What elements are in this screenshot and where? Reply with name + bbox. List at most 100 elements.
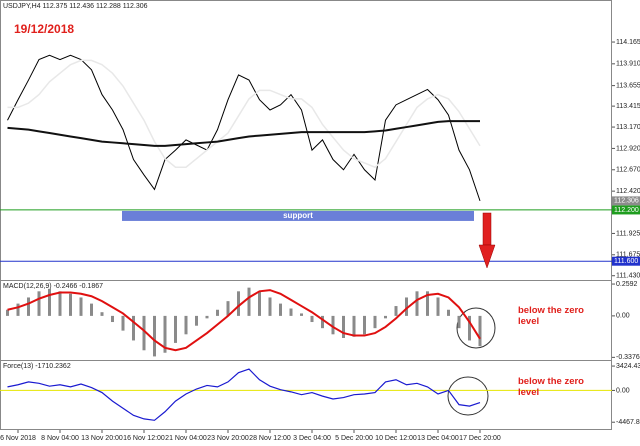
series-line (7, 54, 481, 202)
level-tag (612, 196, 640, 206)
series-line (7, 289, 481, 352)
x-tick-label: 21 Nov 04:00 (165, 435, 207, 442)
y-tick-label: 113.415 (616, 103, 640, 110)
annotation: below the zero level (518, 305, 584, 327)
level-tag (612, 256, 640, 266)
histogram-bar (300, 313, 303, 316)
histogram-bar (321, 315, 324, 329)
y-tick-label: 3424.434 (616, 363, 640, 370)
level-label: 112.306 (614, 198, 639, 205)
histogram-bar (384, 315, 387, 319)
histogram-bar (436, 297, 440, 316)
y-tick-label: 113.910 (616, 61, 640, 68)
y-tick-label: 0.00 (616, 313, 630, 320)
histogram-bar (268, 297, 272, 316)
x-tick-label: 6 Nov 2018 (0, 435, 36, 442)
histogram-bar (247, 287, 251, 316)
level-label: 111.600 (614, 258, 638, 265)
level-tag (612, 205, 640, 215)
x-tick-label: 16 Nov 12:00 (123, 435, 165, 442)
y-tick-label: 111.430 (616, 273, 640, 280)
y-tick-label: 112.670 (616, 167, 640, 174)
y-tick-label: -0.3376 (616, 354, 640, 361)
support-zone (122, 210, 474, 221)
histogram-bar (216, 309, 219, 316)
histogram-bar (426, 291, 429, 316)
histogram-bar (58, 291, 62, 316)
y-tick-label: 112.920 (616, 145, 640, 152)
chart-title: USDJPY,H4 112.375 112.436 112.288 112.30… (3, 3, 148, 10)
histogram-bar (373, 315, 377, 329)
histogram-bar (405, 297, 408, 316)
histogram-bar (415, 291, 419, 316)
x-tick-label: 5 Dec 20:00 (335, 435, 373, 442)
series-line (7, 59, 481, 169)
histogram-bar (142, 315, 146, 351)
histogram-bar (111, 315, 114, 323)
histogram-bar (279, 303, 282, 316)
histogram-bar (447, 309, 450, 316)
x-tick-label: 17 Dec 20:00 (459, 435, 501, 442)
x-tick-label: 28 Nov 12:00 (249, 435, 291, 442)
histogram-bar (195, 315, 198, 326)
histogram-bar (226, 301, 230, 316)
histogram-bar (184, 315, 188, 335)
y-tick-label: 0.2592 (616, 281, 638, 288)
down-arrow (478, 212, 496, 269)
histogram-bar (258, 291, 261, 316)
panel-title: MACD(12,26,9) -0.2466 -0.1867 (3, 283, 103, 290)
histogram-bar (37, 291, 41, 316)
histogram-bar (468, 315, 471, 341)
histogram-bar (153, 315, 156, 357)
x-tick-label: 3 Dec 04:00 (293, 435, 331, 442)
x-tick-label: 13 Nov 20:00 (81, 435, 123, 442)
histogram-bar (363, 315, 366, 335)
x-tick-label: 8 Nov 04:00 (41, 435, 79, 442)
frame (0, 0, 612, 430)
histogram-bar (90, 303, 93, 316)
histogram-bar (132, 315, 135, 341)
histogram-bar (478, 315, 482, 347)
histogram-bar (174, 315, 177, 343)
histogram-bar (100, 312, 104, 316)
annotation: below the zero level (518, 376, 584, 398)
y-tick-label: 112.420 (616, 188, 640, 195)
x-tick-label: 10 Dec 12:00 (375, 435, 417, 442)
series-line (7, 368, 481, 421)
histogram-bar (48, 288, 51, 316)
histogram-bar (310, 315, 314, 323)
y-tick-label: 111.675 (616, 252, 640, 259)
panel-title: Force(13) -1710.2362 (3, 363, 71, 370)
histogram-bar (121, 315, 125, 331)
x-tick-label: 23 Nov 20:00 (207, 435, 249, 442)
y-tick-label: 111.925 (616, 230, 640, 237)
histogram-bar (342, 315, 345, 338)
highlight-circle (447, 376, 489, 416)
histogram-bar (163, 315, 167, 353)
y-tick-label: 0.00 (616, 387, 630, 394)
level-label: 112.200 (614, 207, 639, 214)
histogram-bar (352, 315, 356, 337)
histogram-bar (237, 291, 240, 316)
histogram-bar (79, 297, 83, 316)
y-tick-label: 113.170 (616, 124, 640, 131)
highlight-circle (456, 307, 496, 349)
histogram-bar (6, 309, 9, 316)
y-tick-label: 113.655 (616, 82, 640, 89)
histogram-bar (16, 303, 20, 316)
histogram-bar (394, 306, 398, 316)
histogram-bar (457, 315, 461, 329)
series-line (7, 120, 480, 147)
histogram-bar (331, 315, 335, 335)
histogram-bar (205, 315, 209, 319)
y-tick-label: 114.165 (616, 39, 640, 46)
x-tick-label: 13 Dec 04:00 (417, 435, 459, 442)
histogram-bar (27, 297, 30, 316)
histogram-bar (69, 293, 72, 316)
y-tick-label: -4467.881 (616, 419, 640, 426)
support-label: support (283, 211, 313, 220)
histogram-bar (289, 308, 293, 316)
date-annotation: 19/12/2018 (14, 22, 74, 36)
